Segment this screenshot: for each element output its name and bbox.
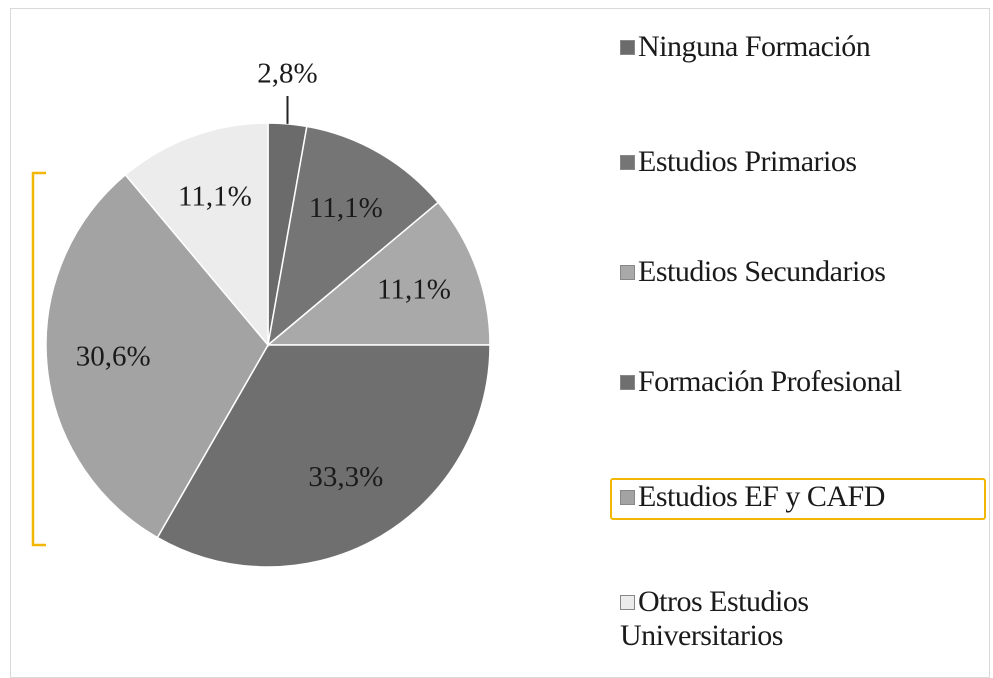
pie-slice [266,125,440,347]
bracket [31,171,46,547]
legend-swatch [620,40,635,55]
highlight-box [610,478,986,520]
data-label: 33,3% [308,461,383,493]
legend-swatch [620,595,635,610]
legend-swatch [620,155,635,170]
legend-item: Estudios Primarios [620,145,990,179]
pie-slice [265,201,491,346]
legend-swatch [620,375,635,390]
pie-slice [156,344,491,568]
legend-swatch [620,490,635,505]
data-label: 30,6% [76,340,151,372]
data-label: 2,8% [257,58,317,90]
legend-item: Otros Estudios Universitarios [620,585,880,653]
legend-swatch [620,265,635,280]
legend-item: Ninguna Formación [620,30,990,64]
legend-item: Estudios EF y CAFD [620,480,990,514]
legend-label: Estudios Primarios [638,145,857,178]
data-label: 11,1% [377,274,451,306]
pie-slice [45,173,269,539]
legend-label: Estudios EF y CAFD [638,480,885,513]
legend-item: Estudios Secundarios [620,255,990,289]
pie-slice [124,122,269,348]
legend-label: Estudios Secundarios [638,255,886,288]
data-label: 11,1% [178,181,252,213]
data-label: 11,1% [309,192,383,224]
legend-label: Ninguna Formación [638,30,871,63]
legend-label: Otros Estudios Universitarios [620,585,809,652]
legend-label: Formación Profesional [638,365,902,398]
legend-item: Formación Profesional [620,365,990,399]
